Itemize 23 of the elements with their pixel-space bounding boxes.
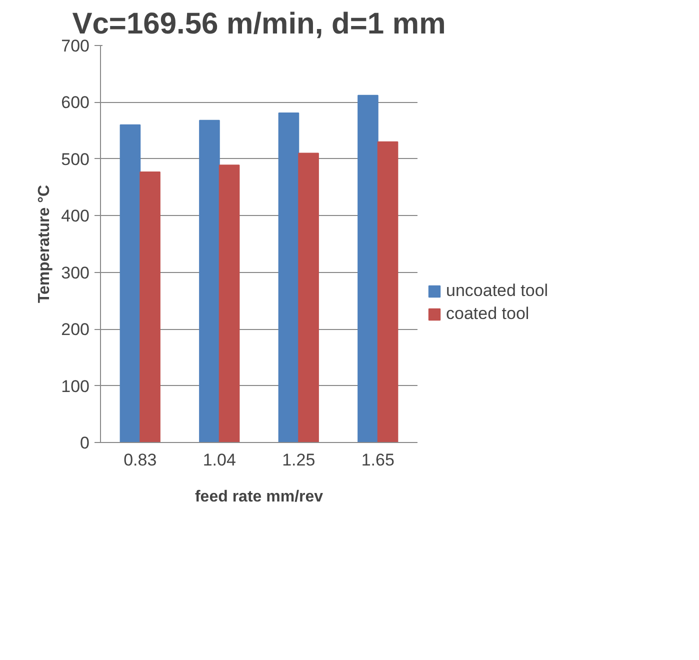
y-tick-label: 500	[61, 150, 90, 169]
bar	[140, 171, 160, 442]
legend-label: coated tool	[446, 304, 530, 324]
bar	[278, 112, 300, 442]
x-tick-label: 1.65	[361, 450, 394, 470]
y-tick-label: 200	[61, 320, 90, 340]
y-tick-label: 100	[61, 376, 90, 396]
bar	[298, 152, 319, 442]
legend-label: uncoated tool	[446, 281, 548, 301]
y-tick-label: 0	[80, 434, 90, 452]
bar	[199, 120, 220, 442]
y-tick-label: 400	[61, 206, 90, 226]
y-axis-title: Temperature °C	[36, 184, 54, 304]
bar	[218, 164, 240, 442]
bar	[358, 94, 378, 442]
x-tick-label: 1.25	[282, 450, 316, 470]
y-tick-label: 600	[61, 93, 90, 112]
bar	[120, 124, 141, 442]
x-tick-label: 1.04	[202, 450, 236, 470]
x-axis-title: feed rate mm/rev	[194, 488, 324, 506]
x-tick-label: 0.83	[124, 450, 157, 470]
y-tick-label: 300	[61, 263, 90, 282]
bar	[377, 141, 398, 442]
